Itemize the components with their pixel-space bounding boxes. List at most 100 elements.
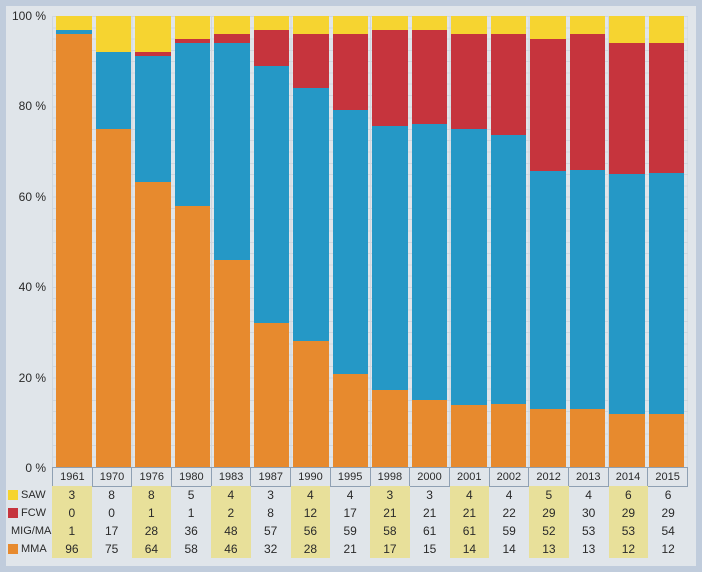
data-cell: 1: [52, 522, 92, 540]
bar-2013: [570, 16, 606, 468]
seg-MIGMAG: [412, 124, 448, 400]
plot-area: [52, 16, 688, 468]
bar-2012: [530, 16, 566, 468]
seg-SAW: [451, 16, 487, 34]
year-header: 2013: [569, 467, 609, 487]
data-cell: 28: [132, 522, 172, 540]
year-header: 1983: [212, 467, 252, 487]
bar-2000: [412, 16, 448, 468]
data-cell: 61: [450, 522, 490, 540]
year-header: 2002: [490, 467, 530, 487]
seg-MIGMAG: [649, 173, 685, 415]
seg-MIGMAG: [214, 43, 250, 260]
data-cell: 3: [251, 486, 291, 504]
year-header: 1987: [251, 467, 291, 487]
data-cell: 64: [132, 540, 172, 558]
bar-1995: [333, 16, 369, 468]
seg-FCW: [649, 43, 685, 173]
data-cell: 30: [569, 504, 609, 522]
data-cell: 0: [52, 504, 92, 522]
data-cell: 4: [211, 486, 251, 504]
bar-1998: [372, 16, 408, 468]
seg-MMA: [451, 405, 487, 468]
data-cell: 48: [211, 522, 251, 540]
seg-FCW: [491, 34, 527, 134]
seg-SAW: [412, 16, 448, 30]
year-header: 1961: [52, 467, 93, 487]
data-cell: 54: [648, 522, 688, 540]
data-cell: 12: [609, 540, 649, 558]
seg-SAW: [214, 16, 250, 34]
data-cell: 14: [489, 540, 529, 558]
data-cell: 59: [489, 522, 529, 540]
data-cell: 36: [171, 522, 211, 540]
data-cell: 5: [171, 486, 211, 504]
seg-MMA: [530, 409, 566, 468]
seg-MMA: [372, 390, 408, 468]
data-cell: 75: [92, 540, 132, 558]
data-cell: 2: [211, 504, 251, 522]
seg-FCW: [372, 30, 408, 126]
seg-SAW: [175, 16, 211, 39]
year-header: 1970: [93, 467, 133, 487]
data-cell: 21: [450, 504, 490, 522]
year-header: 1980: [172, 467, 212, 487]
bar-1983: [214, 16, 250, 468]
legend-label: FCW: [21, 507, 46, 519]
table-row: 96756458463228211715141413131212: [52, 540, 688, 558]
data-cell: 53: [569, 522, 609, 540]
data-cell: 12: [291, 504, 331, 522]
data-cell: 6: [609, 486, 649, 504]
y-tick-label: 80 %: [19, 99, 46, 113]
year-header: 1995: [331, 467, 371, 487]
year-header: 2014: [609, 467, 649, 487]
seg-MMA: [96, 129, 132, 468]
year-header: 2015: [648, 467, 688, 487]
data-cell: 1: [171, 504, 211, 522]
seg-FCW: [412, 30, 448, 125]
year-header: 1990: [291, 467, 331, 487]
data-cell: 4: [450, 486, 490, 504]
legend-swatch: [8, 490, 18, 500]
seg-MMA: [570, 409, 606, 468]
data-cell: 28: [291, 540, 331, 558]
bar-1970: [96, 16, 132, 468]
data-cell: 8: [251, 504, 291, 522]
seg-MMA: [214, 260, 250, 468]
data-cell: 4: [330, 486, 370, 504]
seg-SAW: [649, 16, 685, 43]
legend-item-MMA: MMA: [6, 540, 52, 558]
seg-SAW: [254, 16, 290, 30]
data-cell: 21: [410, 504, 450, 522]
seg-MIGMAG: [333, 110, 369, 374]
seg-SAW: [570, 16, 606, 34]
seg-SAW: [333, 16, 369, 34]
bars-container: [52, 16, 688, 468]
seg-SAW: [530, 16, 566, 39]
data-cell: 5: [529, 486, 569, 504]
data-cell: 0: [92, 504, 132, 522]
bar-1987: [254, 16, 290, 468]
y-tick-label: 100 %: [12, 9, 46, 23]
data-cell: 1: [132, 504, 172, 522]
table-header-row: 1961197019761980198319871990199519982000…: [52, 468, 688, 486]
legend-swatch: [8, 508, 18, 518]
y-tick-label: 0 %: [25, 461, 46, 475]
data-cell: 29: [648, 504, 688, 522]
data-cell: 61: [410, 522, 450, 540]
seg-FCW: [609, 43, 645, 174]
data-cell: 4: [291, 486, 331, 504]
data-cell: 3: [370, 486, 410, 504]
legend-swatch: [8, 544, 18, 554]
bar-1990: [293, 16, 329, 468]
y-tick-label: 20 %: [19, 371, 46, 385]
legend-item-FCW: FCW: [6, 504, 52, 522]
legend-row-labels: SAWFCWMIG/MAGMMA: [6, 486, 52, 558]
bar-2015: [649, 16, 685, 468]
data-cell: 53: [609, 522, 649, 540]
seg-SAW: [372, 16, 408, 30]
data-cell: 57: [251, 522, 291, 540]
data-cell: 17: [330, 504, 370, 522]
data-cell: 3: [52, 486, 92, 504]
data-table: 1961197019761980198319871990199519982000…: [52, 468, 688, 558]
